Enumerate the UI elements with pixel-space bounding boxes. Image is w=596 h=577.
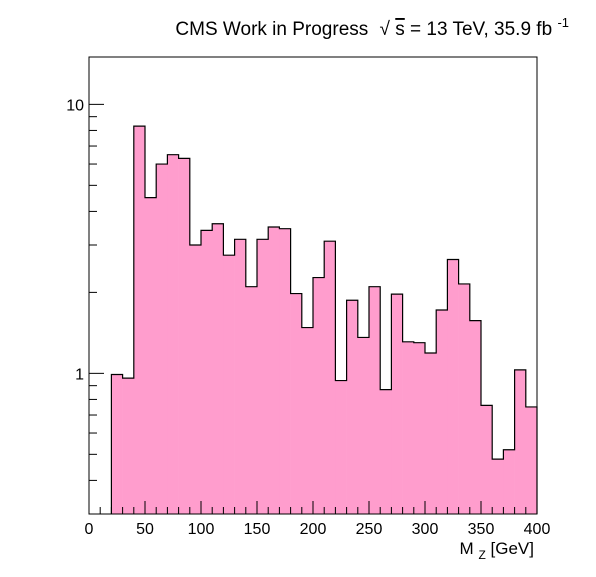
histogram-bin — [357, 337, 370, 514]
histogram-bin — [301, 327, 314, 514]
histogram-bin — [391, 294, 403, 514]
histogram-bin — [313, 277, 325, 514]
histogram-bin — [212, 223, 224, 514]
x-axis: 0 50 100 150 200 250 300 350 400 — [85, 501, 551, 538]
histogram-bin — [346, 300, 359, 514]
histogram-bin — [290, 293, 303, 514]
y-axis: 1 10 — [66, 97, 104, 515]
x-axis-label: M Z [GeV] — [460, 539, 534, 563]
energy-text: = 13 TeV, 35.9 fb — [410, 19, 552, 40]
histogram-bin — [122, 378, 135, 514]
histogram-bin — [156, 164, 168, 514]
histogram-bin — [167, 154, 179, 515]
sqrt-symbol: √ — [380, 19, 391, 40]
histogram-bin — [111, 374, 123, 514]
histogram-bin — [234, 239, 247, 515]
energy-var: s — [395, 19, 405, 40]
histogram-bin — [447, 259, 459, 514]
histogram-bars — [111, 126, 538, 515]
histogram-bin — [245, 286, 258, 514]
histogram-bin — [257, 239, 269, 515]
histogram-bin — [458, 283, 471, 514]
x-tick-label: 50 — [136, 521, 154, 538]
histogram-bin — [492, 459, 504, 514]
histogram-bin — [145, 197, 157, 514]
xlabel-unit: [GeV] — [491, 539, 534, 558]
xlabel-base: M — [460, 539, 474, 558]
x-tick-label: 0 — [85, 521, 94, 538]
x-tick-label: 200 — [300, 521, 327, 538]
histogram-bin — [335, 380, 347, 514]
histogram-bin — [268, 227, 280, 514]
histogram-bin — [279, 228, 291, 515]
histogram-bin — [402, 341, 415, 514]
histogram-bin — [189, 245, 202, 515]
xlabel-subscript: Z — [478, 548, 485, 562]
histogram-bin — [514, 369, 527, 514]
y-tick-label: 10 — [66, 97, 84, 114]
x-tick-label: 250 — [356, 521, 383, 538]
x-tick-label: 100 — [188, 521, 215, 538]
lumi-superscript: -1 — [557, 15, 569, 30]
chart-title: CMS Work in Progress √ s = 13 TeV, 35.9 … — [175, 15, 569, 40]
x-tick-label: 350 — [468, 521, 495, 538]
histogram-bin — [324, 241, 336, 514]
histogram-bin — [369, 286, 381, 514]
histogram-bin — [201, 230, 213, 514]
y-tick-label: 1 — [75, 366, 84, 383]
histogram-bin — [223, 255, 235, 515]
histogram-bin — [525, 406, 538, 514]
x-tick-label: 400 — [524, 521, 551, 538]
histogram-bin — [133, 126, 146, 515]
histogram-outline — [110, 125, 538, 514]
title-prefix: CMS Work in Progress — [175, 19, 368, 40]
histogram-bin — [380, 389, 392, 514]
histogram-bin — [413, 342, 426, 514]
histogram-bin — [503, 449, 515, 514]
histogram-bin — [425, 353, 437, 514]
x-tick-label: 150 — [244, 521, 271, 538]
histogram-bin — [481, 405, 493, 514]
histogram-bin — [436, 309, 448, 514]
histogram-bin — [178, 158, 191, 514]
x-tick-label: 300 — [412, 521, 439, 538]
histogram-bin — [469, 320, 482, 514]
